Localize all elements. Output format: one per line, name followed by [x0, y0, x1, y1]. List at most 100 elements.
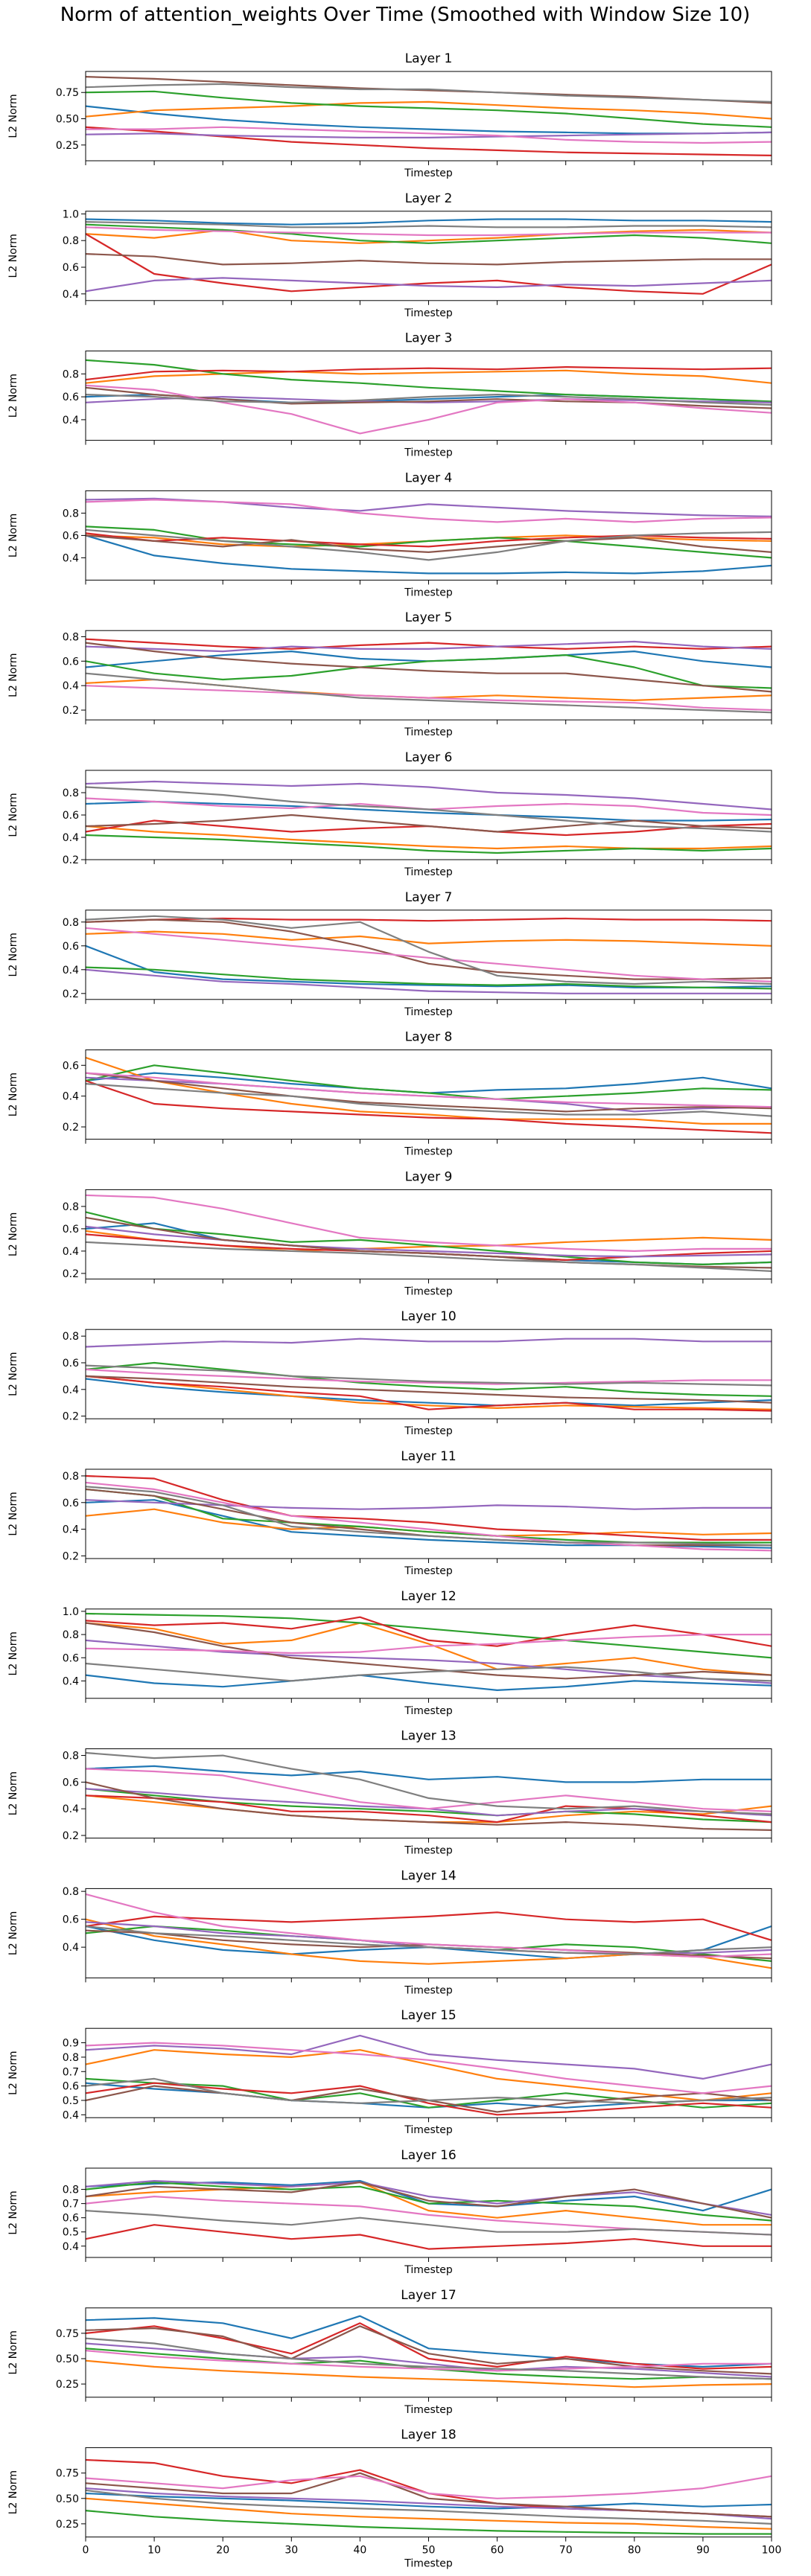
series-line-2: [85, 2181, 772, 2226]
subplot-title: Layer 8: [405, 1030, 453, 1045]
y-axis-label: L2 Norm: [7, 2190, 19, 2234]
subplot-layer-8: Layer 8 0.2 0.4 0.6 Timestep L2 Norm: [7, 1030, 772, 1158]
series-line-4: [85, 1794, 772, 1824]
y-tick-label: 0.6: [63, 941, 79, 953]
series-line-4: [85, 1911, 772, 1941]
series-line-4: [85, 638, 772, 651]
series-line-6: [85, 642, 772, 693]
subplot-title: Layer 9: [405, 1169, 453, 1184]
subplot-title: Layer 5: [405, 610, 453, 625]
subplot-title: Layer 6: [405, 750, 453, 765]
y-tick-label: 0.8: [63, 1471, 79, 1483]
x-axis-label: Timestep: [404, 2124, 453, 2136]
y-tick-label: 0.4: [63, 415, 79, 426]
x-axis-label: Timestep: [404, 866, 453, 878]
y-axis-label: L2 Norm: [7, 1771, 19, 1815]
subplot-layer-13: Layer 13 0.2 0.4 0.6 0.8 Timestep L2 Norm: [7, 1729, 772, 1857]
y-tick-label: 0.8: [63, 2185, 79, 2196]
y-tick-label: 0.2: [63, 1122, 79, 1134]
series-line-3: [85, 1211, 772, 1266]
series-line-7: [85, 2350, 772, 2372]
x-axis-label: Timestep: [404, 1565, 453, 1577]
subplot-layer-7: Layer 7 0.2 0.4 0.6 0.8 Timestep L2 Norm: [7, 890, 772, 1018]
y-tick-label: 0.5: [63, 2227, 79, 2239]
series-line-4: [85, 2224, 772, 2250]
x-axis-label: Timestep: [404, 587, 453, 598]
series-line-3: [85, 223, 772, 244]
figure-title: Norm of attention_weights Over Time (Smo…: [60, 4, 751, 26]
x-axis-label: Timestep: [404, 447, 453, 459]
x-axis-label: Timestep: [404, 1425, 453, 1437]
subplot-layer-15: Layer 15 0.4 0.5 0.6 0.7 0.8 0.9 Timestep L2 Nor…: [7, 2008, 772, 2136]
series-line-4: [85, 366, 772, 381]
x-axis-label: Timestep: [404, 1984, 453, 1996]
y-tick-label: 0.6: [63, 1777, 79, 1789]
series-line-7: [85, 226, 772, 237]
y-tick-label: 0.8: [63, 1629, 79, 1641]
y-axis-label: L2 Norm: [7, 234, 19, 278]
series-line-8: [85, 786, 772, 833]
subplot-layer-10: Layer 10 0.2 0.4 0.6 0.8 Timestep L2 Norm: [7, 1309, 772, 1437]
y-axis-label: L2 Norm: [7, 2330, 19, 2374]
series-line-8: [85, 2077, 772, 2104]
y-tick-label: 0.6: [63, 656, 79, 668]
y-tick-label: 0.2: [63, 1550, 79, 1562]
series-line-1: [85, 1378, 772, 1407]
series-line-6: [85, 2181, 772, 2219]
y-tick-label: 0.6: [63, 1498, 79, 1509]
y-tick-label: 0.4: [63, 1091, 79, 1103]
y-tick-label: 0.2: [63, 1268, 79, 1280]
series-line-8: [85, 2210, 772, 2236]
y-tick-label: 0.75: [56, 2468, 79, 2480]
x-axis-label: Timestep: [404, 1285, 453, 1297]
y-tick-label: 1.0: [63, 208, 79, 220]
series-line-3: [85, 1064, 772, 1100]
y-tick-label: 0.50: [56, 2493, 79, 2505]
y-axis-label: L2 Norm: [7, 793, 19, 837]
series-line-5: [85, 968, 772, 994]
series-line-4: [85, 2458, 772, 2518]
series-line-3: [85, 2181, 772, 2222]
series-line-2: [85, 1622, 772, 1676]
y-tick-label: 0.6: [63, 391, 79, 403]
y-tick-label: 0.6: [63, 1224, 79, 1236]
series-line-7: [85, 1481, 772, 1552]
series-line-7: [85, 1194, 772, 1253]
y-tick-label: 0.8: [63, 2052, 79, 2064]
axes-frame: [85, 910, 772, 1000]
series-line-5: [85, 1337, 772, 1348]
series-line-5: [85, 640, 772, 653]
series-line-6: [85, 918, 772, 980]
series-line-5: [85, 780, 772, 811]
y-axis-label: L2 Norm: [7, 94, 19, 138]
series-line-7: [85, 1072, 772, 1108]
series-line-4: [85, 233, 772, 295]
subplot-title: Layer 10: [401, 1309, 456, 1324]
series-line-8: [85, 393, 772, 406]
y-tick-label: 0.9: [63, 2038, 79, 2050]
y-tick-label: 0.4: [63, 1675, 79, 1687]
series-line-5: [85, 1921, 772, 1955]
y-axis-label: L2 Norm: [7, 2470, 19, 2514]
series-line-7: [85, 685, 772, 712]
y-tick-label: 0.4: [63, 965, 79, 977]
series-line-3: [85, 834, 772, 854]
series-line-5: [85, 2180, 772, 2216]
y-tick-label: 0.8: [63, 631, 79, 643]
subplot-layer-16: Layer 16 0.4 0.5 0.6 0.7 0.8 Timestep L2 Norm: [7, 2148, 772, 2276]
series-line-4: [85, 1079, 772, 1134]
y-tick-label: 0.8: [63, 1886, 79, 1898]
x-axis-label: Timestep: [404, 726, 453, 738]
series-line-7: [85, 384, 772, 435]
series-line-8: [85, 221, 772, 228]
series-line-4: [85, 2082, 772, 2116]
x-tick-label: 100: [762, 2545, 782, 2557]
series-line-5: [85, 131, 772, 138]
series-line-3: [85, 653, 772, 689]
series-line-8: [85, 1925, 772, 1955]
y-tick-label: 0.5: [63, 2095, 79, 2107]
axes-frame: [85, 1049, 772, 1140]
y-tick-label: 0.4: [63, 680, 79, 692]
